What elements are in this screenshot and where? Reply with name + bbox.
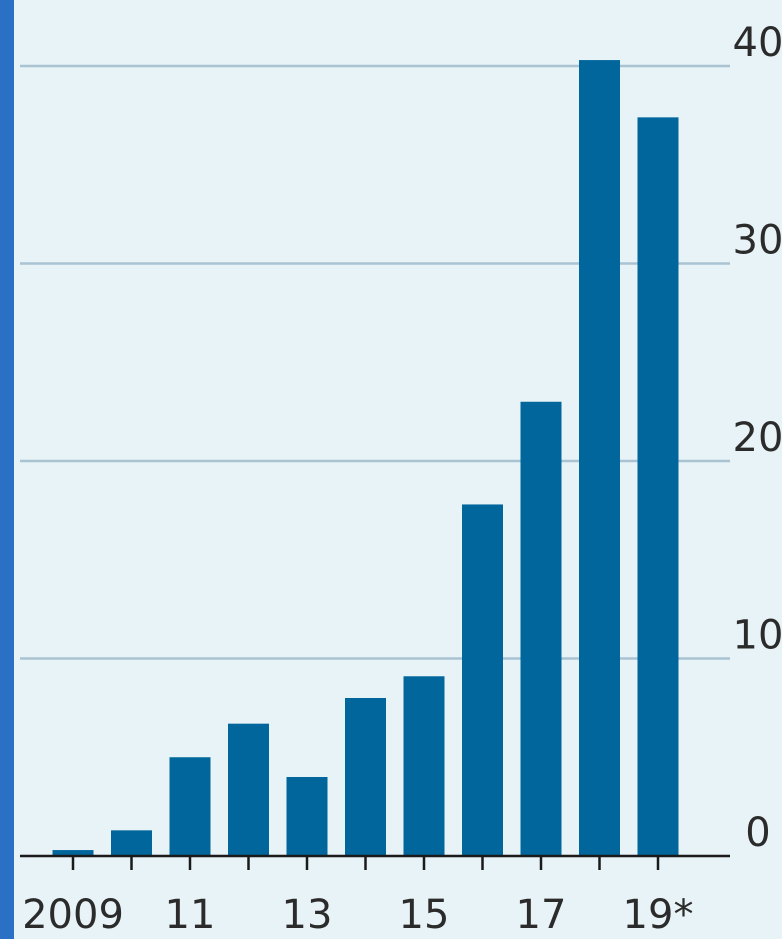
x-tick-label-13: 13 <box>282 892 333 938</box>
bar-2018 <box>579 60 620 856</box>
bar-2011 <box>169 757 211 856</box>
x-tick-label-17: 17 <box>516 892 567 938</box>
bar-2017 <box>520 401 562 856</box>
bar-2019* <box>637 117 679 857</box>
bar-2009 <box>52 850 94 856</box>
y-tick-label-10: 10 <box>733 613 782 659</box>
x-tick-label-11: 11 <box>165 892 216 938</box>
x-tick-label-2009: 2009 <box>22 892 124 938</box>
bar-2010 <box>111 830 152 856</box>
bar-2016 <box>462 504 503 856</box>
x-tick-label-15: 15 <box>399 892 450 938</box>
x-tick-label-19*: 19* <box>623 892 694 938</box>
y-tick-label-0: 0 <box>745 810 770 856</box>
bar-2013 <box>286 777 328 856</box>
bar-2015 <box>403 676 445 856</box>
y-tick-label-40: 40 <box>733 20 782 66</box>
bar-2014 <box>345 698 386 856</box>
y-tick-label-20: 20 <box>733 415 782 461</box>
left-accent-stripe <box>0 0 14 939</box>
y-tick-label-30: 30 <box>733 218 782 264</box>
bar-2012 <box>228 723 269 856</box>
